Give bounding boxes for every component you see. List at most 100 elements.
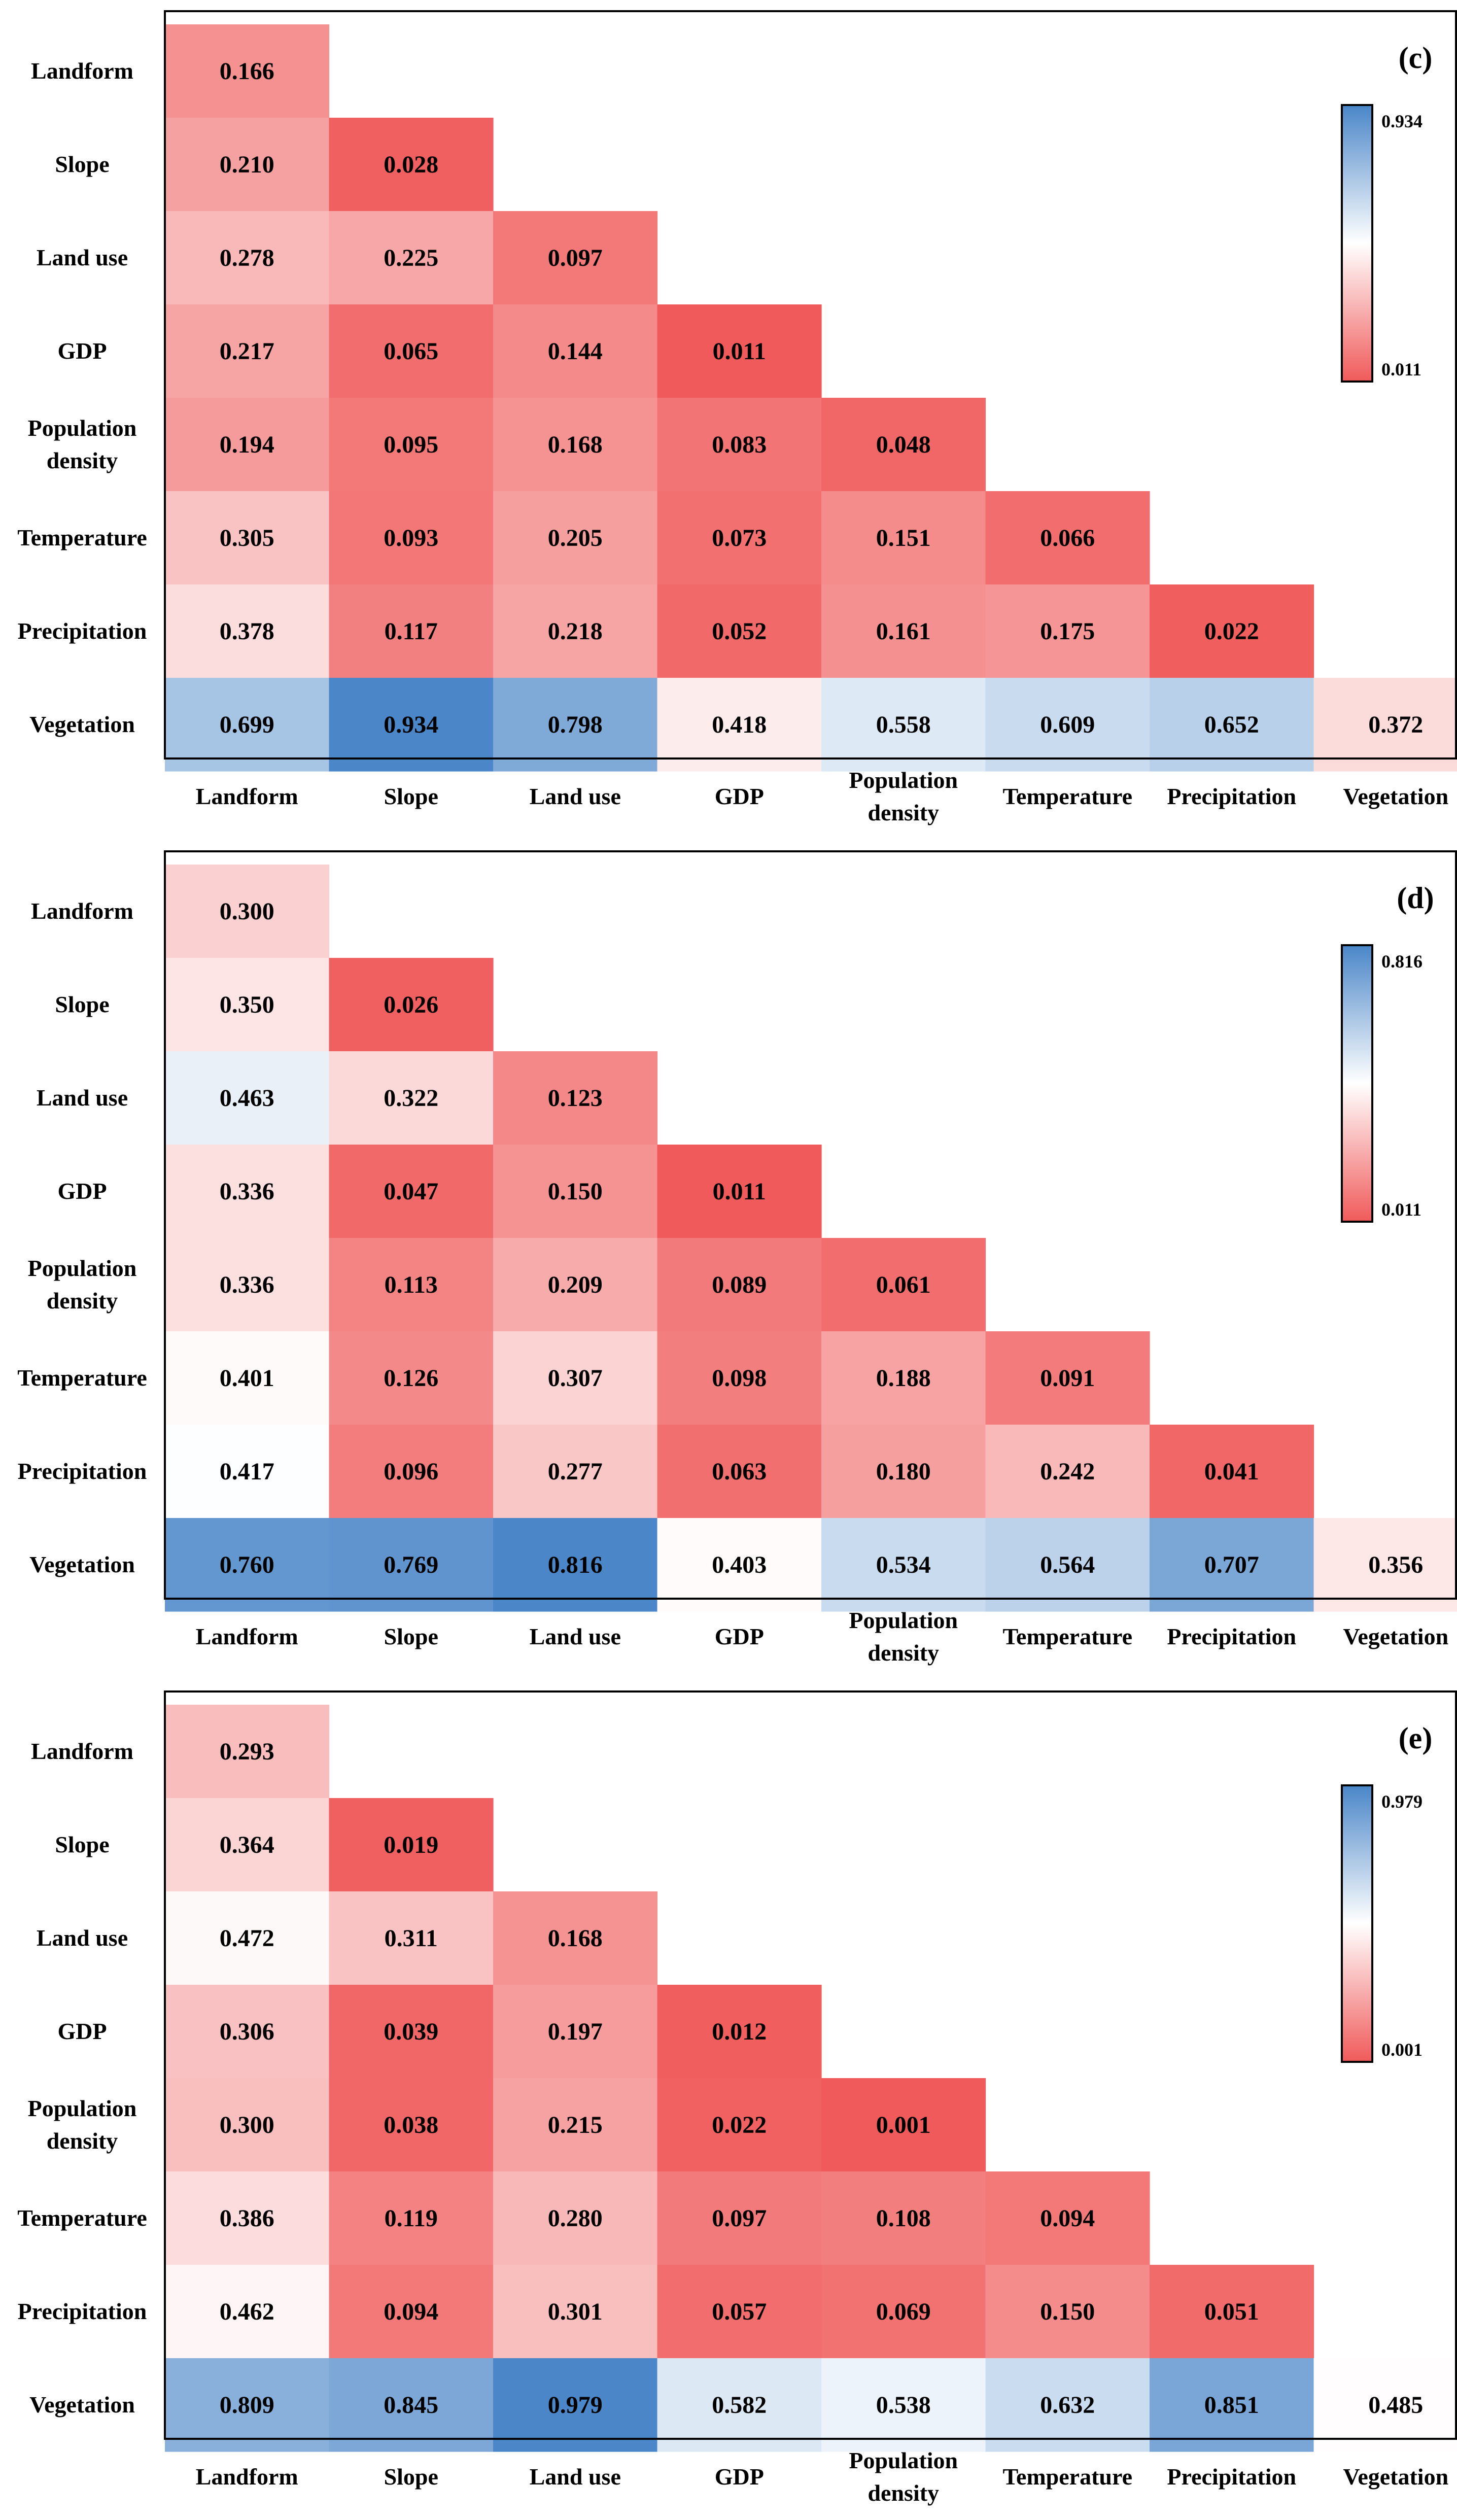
cell-value-label: 0.798 [548,711,603,738]
column-label: Population density [849,1607,958,1666]
cell-value-label: 0.012 [712,2018,767,2045]
cell-value-label: 0.108 [876,2205,931,2232]
heatmap-cell [329,1798,494,1892]
cell-value-label: 0.278 [220,245,274,271]
column-label: Precipitation [1167,1624,1296,1649]
cell-value-label: 0.019 [384,1832,438,1858]
heatmap-cell [329,1238,494,1332]
column-label: Temperature [1002,783,1132,809]
cell-value-label: 0.311 [385,1925,438,1952]
column-label: Land use [530,1624,621,1649]
cell-value-label: 0.652 [1204,711,1259,738]
heatmap-cell [329,118,494,212]
cell-value-label: 0.117 [385,618,438,645]
heatmap-cell [1150,584,1314,678]
heatmap-cell [493,1985,658,2079]
cell-value-label: 0.300 [220,2112,274,2138]
heatmap-cell [165,1238,330,1332]
cell-value-label: 0.418 [712,711,767,738]
cell-value-label: 0.372 [1368,711,1423,738]
column-label: Temperature [1002,1624,1132,1649]
cell-value-label: 0.336 [220,1178,274,1205]
column-label: Land use [530,2464,621,2490]
cell-value-label: 0.048 [876,431,931,458]
heatmap-cell [165,1331,330,1425]
heatmap-cell [165,1705,330,1799]
row-label: Landform [31,1738,133,1764]
cell-value-label: 0.300 [220,898,274,925]
row-label: GDP [57,1178,107,1204]
heatmap-cell [821,2171,986,2265]
panel-frame [164,10,1457,760]
cell-value-label: 0.350 [220,991,274,1018]
row-label: Land use [37,1085,128,1111]
cell-value-label: 0.194 [220,431,274,458]
heatmap-cell [985,1425,1150,1518]
column-label: GDP [715,1624,764,1649]
cell-value-label: 0.934 [384,711,438,738]
heatmap-cell [821,2265,986,2359]
heatmap-cell [985,2358,1150,2452]
colorbar-min-label: 0.011 [1381,1199,1421,1220]
cell-value-label: 0.210 [220,151,274,178]
cell-value-label: 0.051 [1204,2298,1259,2325]
heatmap-cell [985,491,1150,585]
heatmap-cell [657,1985,822,2079]
panel-frame [164,1690,1457,2440]
column-label: Landform [196,783,298,809]
cell-value-label: 0.175 [1040,618,1095,645]
column-label: GDP [715,783,764,809]
cell-value-label: 0.809 [220,2392,274,2419]
cell-value-label: 0.293 [220,1738,274,1765]
heatmap-cell [657,2358,822,2452]
heatmap-cell [821,584,986,678]
heatmap-cell [657,398,822,492]
heatmap-cell [493,2358,658,2452]
heatmap-cell [165,2265,330,2359]
cell-value-label: 0.707 [1204,1551,1259,1578]
cell-value-label: 0.218 [548,618,603,645]
heatmap-cell [329,584,494,678]
row-label: GDP [57,2018,107,2044]
heatmap-cell [493,1518,658,1612]
cell-value-label: 0.166 [220,58,274,85]
heatmap-cell [821,1238,986,1332]
heatmap-cell [657,491,822,585]
heatmap-cell [1150,2358,1314,2452]
heatmap-cell [493,1425,658,1518]
cell-value-label: 0.028 [384,151,438,178]
cell-value-label: 0.462 [220,2298,274,2325]
cell-value-label: 0.845 [384,2392,438,2419]
heatmap-cell [493,211,658,305]
cell-value-label: 0.356 [1368,1551,1423,1578]
cell-value-label: 0.197 [548,2018,603,2045]
heatmap-cell [329,1051,494,1145]
heatmap-cell [165,678,330,772]
cell-value-label: 0.089 [712,1271,767,1298]
heatmap-cell [165,865,330,958]
row-label: Landform [31,58,133,84]
heatmap-cell [985,678,1150,772]
heatmap-cell [329,2358,494,2452]
heatmap-cell [329,398,494,492]
row-label: Precipitation [18,618,147,644]
cell-value-label: 0.188 [876,1365,931,1392]
heatmap-cell [165,584,330,678]
heatmap-cell [985,2171,1150,2265]
heatmap-cell [821,2078,986,2172]
heatmap-cell [493,491,658,585]
heatmap-cell [165,958,330,1052]
heatmap-cell [493,2265,658,2359]
cell-value-label: 0.336 [220,1271,274,1298]
heatmap-cell [329,304,494,398]
cell-value-label: 0.069 [876,2298,931,2325]
panel-label: (d) [1397,881,1434,915]
panel-frame [164,850,1457,1600]
heatmap-cell [329,2078,494,2172]
cell-value-label: 0.057 [712,2298,767,2325]
cell-value-label: 0.097 [712,2205,767,2232]
heatmap-panel: 0.166 0.210 0.028 0.278 0.225 0.097 0.217 0.065… [17,10,1457,825]
heatmap-cell [1313,2358,1457,2452]
heatmap-cell [493,1891,658,1985]
